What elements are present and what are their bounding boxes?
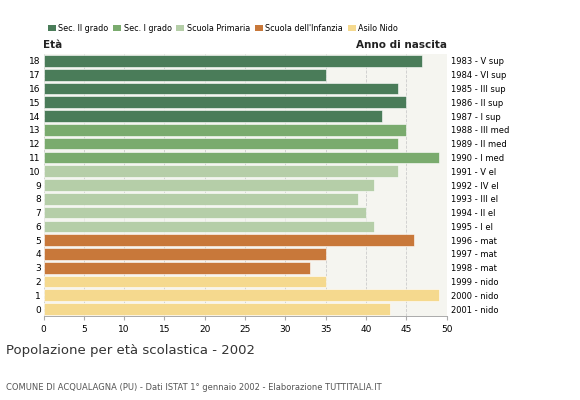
Bar (44, 290, 438, 301)
Bar (44, 276, 326, 287)
Bar (44, 179, 374, 191)
Text: COMUNE DI ACQUALAGNA (PU) - Dati ISTAT 1° gennaio 2002 - Elaborazione TUTTITALIA: COMUNE DI ACQUALAGNA (PU) - Dati ISTAT 1… (6, 383, 382, 392)
Legend: Sec. II grado, Sec. I grado, Scuola Primaria, Scuola dell'Infanzia, Asilo Nido: Sec. II grado, Sec. I grado, Scuola Prim… (48, 24, 398, 33)
Bar (44, 303, 390, 315)
Bar (44, 234, 414, 246)
Bar (44, 96, 407, 108)
Bar (44, 110, 382, 122)
Bar (44, 220, 374, 232)
Text: Età: Età (44, 40, 63, 50)
Bar (44, 55, 422, 67)
Bar (44, 138, 398, 150)
Bar (44, 152, 438, 163)
Bar (44, 207, 366, 218)
Text: Anno di nascita: Anno di nascita (356, 40, 447, 50)
Bar (44, 248, 326, 260)
Bar (44, 262, 310, 274)
Bar (44, 124, 407, 136)
Text: Popolazione per età scolastica - 2002: Popolazione per età scolastica - 2002 (6, 344, 255, 357)
Bar (44, 69, 326, 80)
Bar (44, 83, 398, 94)
Bar (44, 193, 358, 205)
Bar (44, 165, 398, 177)
